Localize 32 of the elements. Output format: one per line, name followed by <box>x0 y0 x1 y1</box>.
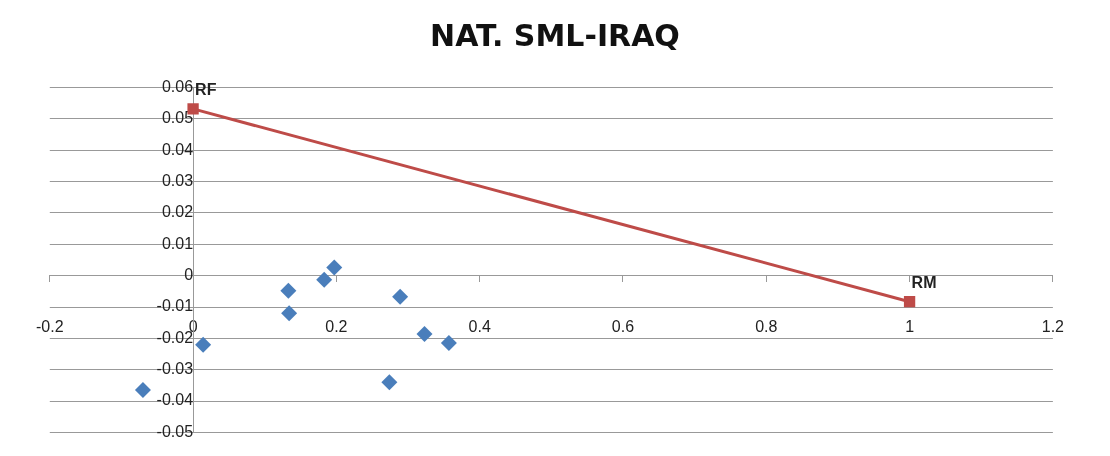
point <box>195 336 212 353</box>
x-tick-label: 0.6 <box>611 317 635 335</box>
point <box>281 305 298 322</box>
point <box>381 374 398 391</box>
chart-title: NAT. SML-IRAQ <box>429 18 681 53</box>
y-tick-label: 0.03 <box>161 172 194 190</box>
point <box>440 335 457 352</box>
y-tick-label: -0.04 <box>156 391 194 409</box>
y-tick-label: 0.01 <box>161 234 194 252</box>
point <box>316 271 333 288</box>
point <box>416 325 433 342</box>
y-tick-label: 0 <box>184 266 194 284</box>
y-tick-label: -0.01 <box>156 297 194 315</box>
y-tick-label: 0.06 <box>161 78 194 96</box>
y-tick-label: -0.03 <box>156 360 194 378</box>
annotation: RF <box>195 81 217 99</box>
point <box>134 382 151 399</box>
point <box>280 282 297 299</box>
y-tick-label: 0.04 <box>161 140 194 158</box>
point <box>326 259 343 276</box>
annotation: RM <box>911 274 937 292</box>
y-tick-label: 0.05 <box>161 109 194 127</box>
y-tick-label: 0.02 <box>161 203 194 221</box>
x-tick-label: 0.4 <box>468 317 491 335</box>
x-tick-label: 1 <box>905 317 915 335</box>
x-tick-label: -0.2 <box>36 317 64 335</box>
x-tick-label: 0.8 <box>755 317 778 335</box>
point <box>903 296 916 308</box>
x-tick-label: 0.2 <box>325 317 348 335</box>
x-tick-label: 1.2 <box>1041 317 1065 335</box>
y-tick-label: -0.05 <box>156 422 194 440</box>
point <box>392 288 409 305</box>
